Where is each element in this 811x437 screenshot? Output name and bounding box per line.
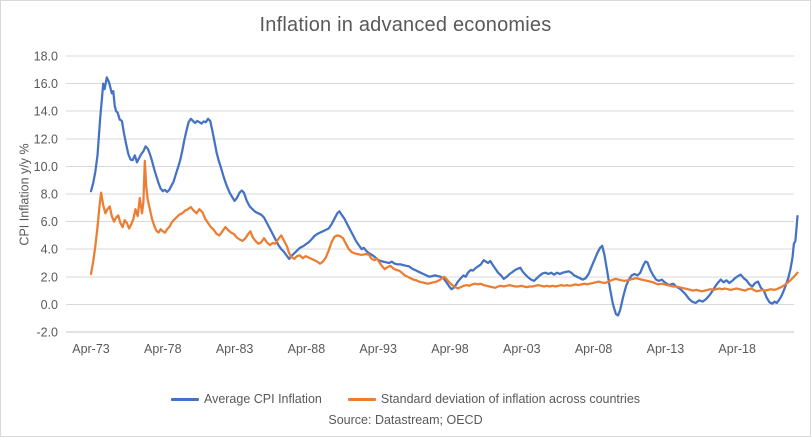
legend-item-average-cpi: Average CPI Inflation [170,392,322,406]
legend-label-std-deviation: Standard deviation of inflation across c… [380,392,641,406]
x-axis-labels: Apr-73 Apr-78 Apr-83 Apr-88 Apr-93 Apr-98 Apr-… [72,342,756,356]
y-tick-label: 8.0 [41,188,58,202]
y-tick-label: 12.0 [34,132,58,146]
x-tick-label: Apr-18 [718,342,756,356]
x-tick-label: Apr-93 [359,342,397,356]
series-line-std-deviation [89,159,799,293]
y-tick-label: 4.0 [41,243,58,257]
x-tick-label: Apr-08 [575,342,613,356]
y-tick-label: 2.0 [41,270,58,284]
y-tick-label: 16.0 [34,77,58,91]
y-tick-label: -2.0 [36,326,58,340]
y-tick-label: 18.0 [34,50,58,64]
x-tick-label: Apr-13 [647,342,685,356]
y-tick-label: 14.0 [34,105,58,119]
x-tick-label: Apr-98 [431,342,469,356]
legend-line-sample-orange [347,397,376,401]
legend-label-average-cpi: Average CPI Inflation [203,392,322,406]
y-tick-label: 10.0 [34,160,58,174]
gridlines [66,55,794,333]
x-tick-label: Apr-78 [144,342,182,356]
x-tick-label: Apr-03 [503,342,541,356]
series-line-average-cpi [89,76,799,317]
y-tick-label: 6.0 [41,215,58,229]
legend-item-std-deviation: Standard deviation of inflation across c… [347,392,641,406]
y-tick-label: 0.0 [41,298,58,312]
x-tick-label: Apr-83 [216,342,254,356]
x-tick-label: Apr-73 [72,342,110,356]
chart-title: Inflation in advanced economies [259,14,552,36]
legend-line-sample-blue [170,397,199,401]
x-tick-label: Apr-88 [288,342,326,356]
y-axis-labels: 18.0 16.0 14.0 12.0 10.0 8.0 6.0 4.0 2.0 0.0 -2.0 [34,50,58,340]
chart-legend: Average CPI Inflation Standard deviation… [1,392,810,406]
source-note: Source: Datastream; OECD [328,413,483,427]
